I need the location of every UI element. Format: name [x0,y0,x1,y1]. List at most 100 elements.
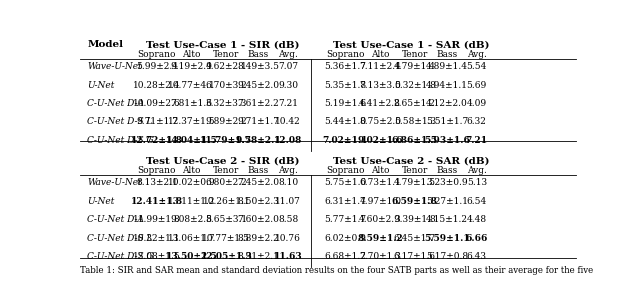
Text: 7.21: 7.21 [466,136,488,145]
Text: 13.06±1.7: 13.06±1.7 [168,234,216,243]
Text: 12.08±1.5: 12.08±1.5 [133,252,180,261]
Text: 9.89±2.2: 9.89±2.2 [205,117,247,126]
Text: 7.13±3.0: 7.13±3.0 [359,81,401,89]
Text: Soprano: Soprano [138,50,176,59]
Text: 7.60±2.0: 7.60±2.0 [237,215,280,224]
Text: Tenor: Tenor [402,166,428,175]
Text: C-U-Net D-S G: C-U-Net D-S G [88,252,154,261]
Text: Avg.: Avg. [278,50,298,59]
Text: 13.11±1.2: 13.11±1.2 [168,197,215,206]
Text: 6.45±1.7: 6.45±1.7 [394,234,436,243]
Text: 9.08±2.8: 9.08±2.8 [171,215,212,224]
Text: 8.13±2.1: 8.13±2.1 [136,178,178,187]
Text: Soprano: Soprano [138,166,176,175]
Text: Avg.: Avg. [467,166,487,175]
Text: 10.09±2.6: 10.09±2.6 [133,99,180,108]
Text: 5.77±1.7: 5.77±1.7 [324,215,367,224]
Text: 8.58: 8.58 [278,215,298,224]
Text: 12.08: 12.08 [274,136,303,145]
Text: 9.71±1.7: 9.71±1.7 [237,117,280,126]
Text: 5.59±1.1: 5.59±1.1 [424,234,470,243]
Text: 4.89±1.4: 4.89±1.4 [426,62,468,71]
Text: 9.19±2.9: 9.19±2.9 [171,62,212,71]
Text: Tenor: Tenor [213,166,239,175]
Text: 14.04±1.5: 14.04±1.5 [166,136,218,145]
Text: 8.50±2.3: 8.50±2.3 [237,197,280,206]
Text: Alto: Alto [371,50,389,59]
Text: C-U-Net D-S L: C-U-Net D-S L [88,234,153,243]
Text: 9.02±1.6: 9.02±1.6 [357,136,403,145]
Text: 4.94±1.1: 4.94±1.1 [426,81,468,89]
Text: 2.65±1.2: 2.65±1.2 [394,99,436,108]
Text: 6.17±1.6: 6.17±1.6 [394,252,436,261]
Text: 5.17±0.8: 5.17±0.8 [426,252,468,261]
Text: 4.79±1.5: 4.79±1.5 [394,178,436,187]
Text: 12.05±1.3: 12.05±1.3 [200,252,252,261]
Text: C-U-Net D-A: C-U-Net D-A [88,215,145,224]
Text: 11.07: 11.07 [275,197,301,206]
Text: 5.69: 5.69 [467,81,487,89]
Text: Wave-U-Net: Wave-U-Net [88,62,142,71]
Text: 4.60±2.9: 4.60±2.9 [359,215,401,224]
Text: 8.49±3.5: 8.49±3.5 [237,62,280,71]
Text: Test Use-Case 2 - SAR (dB): Test Use-Case 2 - SAR (dB) [333,157,490,166]
Text: Test Use-Case 1 - SAR (dB): Test Use-Case 1 - SAR (dB) [333,40,490,49]
Text: 6.66: 6.66 [466,234,488,243]
Text: 5.93±1.6: 5.93±1.6 [424,136,470,145]
Text: 4.79±1.4: 4.79±1.4 [394,62,436,71]
Text: C-U-Net D-A: C-U-Net D-A [88,99,145,108]
Text: 11.79±1.5: 11.79±1.5 [200,136,252,145]
Text: 6.59±1.8: 6.59±1.8 [392,197,438,206]
Text: 7.61±2.2: 7.61±2.2 [237,99,280,108]
Text: 5.32±1.8: 5.32±1.8 [394,81,436,89]
Text: 4.12±2.0: 4.12±2.0 [426,99,468,108]
Text: 12.41±1.8: 12.41±1.8 [131,197,183,206]
Text: 6.73±1.1: 6.73±1.1 [359,178,401,187]
Text: Alto: Alto [371,166,389,175]
Text: Tenor: Tenor [402,50,428,59]
Text: Tenor: Tenor [213,50,239,59]
Text: 13.50±2.5: 13.50±2.5 [166,252,218,261]
Text: 7.45±2.0: 7.45±2.0 [237,178,280,187]
Text: 4.15±1.2: 4.15±1.2 [426,215,468,224]
Text: U-Net: U-Net [88,197,115,206]
Text: 10.42: 10.42 [275,117,301,126]
Text: Test Use-Case 2 - SIR (dB): Test Use-Case 2 - SIR (dB) [146,157,300,166]
Text: 4.62±2.1: 4.62±2.1 [205,62,247,71]
Text: 11.63: 11.63 [274,252,303,261]
Text: Test Use-Case 1 - SIR (dB): Test Use-Case 1 - SIR (dB) [146,40,300,49]
Text: Bass: Bass [248,166,269,175]
Text: 8.75±2.0: 8.75±2.0 [359,117,401,126]
Text: 10.76: 10.76 [275,234,301,243]
Text: 9.45±2.0: 9.45±2.0 [237,81,280,89]
Text: 12.37±1.5: 12.37±1.5 [168,117,216,126]
Text: 10.26±1.1: 10.26±1.1 [202,197,250,206]
Text: Avg.: Avg. [278,166,298,175]
Text: 10.77±1.5: 10.77±1.5 [202,234,250,243]
Text: Avg.: Avg. [467,50,487,59]
Text: Wave-U-Net: Wave-U-Net [88,178,142,187]
Text: 7.97±1.0: 7.97±1.0 [359,197,401,206]
Text: 6.68±1.2: 6.68±1.2 [324,252,366,261]
Text: Soprano: Soprano [326,166,365,175]
Text: Bass: Bass [248,50,269,59]
Text: 11.99±1.8: 11.99±1.8 [133,215,180,224]
Text: 5.13: 5.13 [467,178,487,187]
Text: 8.59±1.2: 8.59±1.2 [357,234,403,243]
Text: 10.32±1.1: 10.32±1.1 [133,234,180,243]
Text: 5.44±1.0: 5.44±1.0 [324,117,367,126]
Text: 5.65±3.1: 5.65±3.1 [205,215,248,224]
Text: 5.58±1.3: 5.58±1.3 [394,117,436,126]
Text: 6.54: 6.54 [467,197,487,206]
Text: 3.39±1.8: 3.39±1.8 [394,215,436,224]
Text: 4.48: 4.48 [467,215,487,224]
Text: 7.07: 7.07 [278,62,298,71]
Text: 7.70±1.3: 7.70±1.3 [359,252,401,261]
Text: 5.75±1.0: 5.75±1.0 [324,178,367,187]
Text: 8.10: 8.10 [278,178,298,187]
Text: 5.19±1.6: 5.19±1.6 [324,99,367,108]
Text: 4.09: 4.09 [467,99,487,108]
Text: 6.43: 6.43 [467,252,487,261]
Text: Bass: Bass [436,166,458,175]
Text: 10.77±4.1: 10.77±4.1 [168,81,216,89]
